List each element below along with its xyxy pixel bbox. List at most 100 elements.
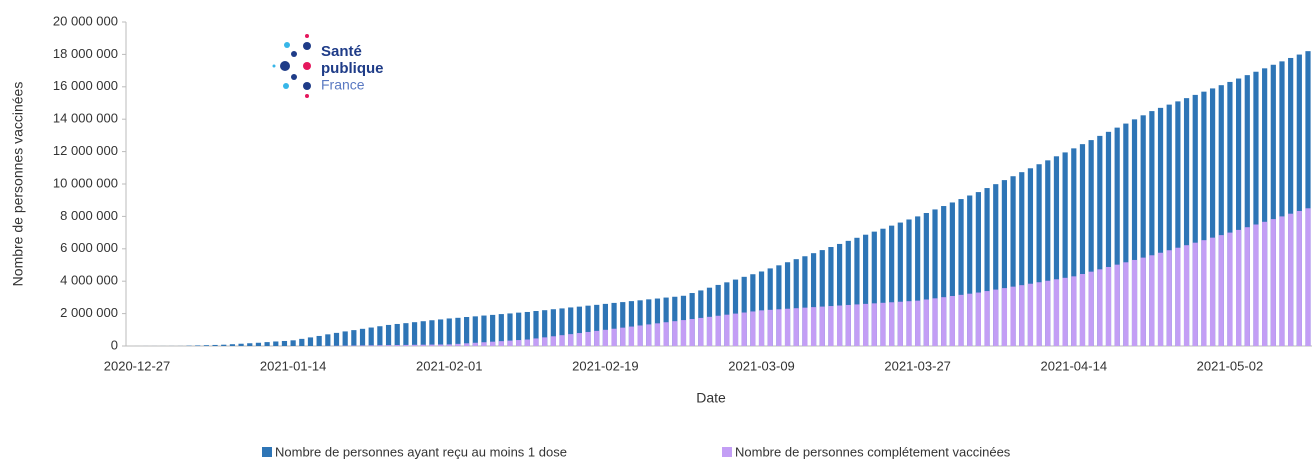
bar (628, 301, 635, 346)
bar (1036, 164, 1042, 346)
bar (411, 322, 418, 346)
bar (1114, 264, 1120, 346)
bar (620, 327, 626, 346)
bar (932, 209, 938, 346)
bar (1149, 111, 1155, 346)
bar (359, 345, 366, 346)
bar (377, 345, 383, 346)
y-tick-label: 2 000 000 (60, 305, 118, 320)
bar (1045, 280, 1051, 346)
bar (273, 341, 279, 346)
bar (689, 318, 695, 346)
legend-swatch (262, 447, 272, 457)
legend-label: Nombre de personnes complétement vacciné… (735, 444, 1011, 459)
bar (281, 340, 288, 346)
bar (585, 331, 591, 346)
bar (854, 304, 860, 346)
logo-text: France (321, 77, 365, 93)
bar (203, 345, 209, 346)
x-tick-label: 2021-02-01 (416, 358, 483, 373)
bar (663, 322, 669, 346)
bar (680, 320, 687, 346)
bar (750, 274, 756, 346)
bar (836, 243, 843, 346)
bar (325, 334, 331, 346)
bar (1105, 131, 1112, 346)
y-tick-label: 10 000 000 (53, 175, 118, 190)
bar (724, 314, 730, 346)
bar (1296, 211, 1302, 346)
bar (758, 271, 765, 346)
bar (403, 323, 409, 346)
bar (793, 308, 799, 346)
bar (1218, 85, 1224, 347)
bar (490, 314, 496, 346)
bar (984, 188, 990, 346)
bar (1010, 176, 1016, 346)
bar (1053, 156, 1060, 346)
y-tick-label: 20 000 000 (53, 13, 118, 28)
bar (1236, 78, 1242, 347)
bar (307, 337, 314, 346)
x-tick-label: 2021-03-27 (884, 358, 951, 373)
logo-dot (280, 61, 290, 71)
bar (264, 342, 270, 346)
bar (810, 253, 817, 346)
bar (672, 321, 678, 346)
x-tick-label: 2021-03-09 (728, 358, 795, 373)
bar (828, 306, 834, 346)
y-tick-label: 4 000 000 (60, 273, 118, 288)
bar (377, 326, 383, 346)
bar (1123, 123, 1129, 346)
bar (1140, 257, 1146, 346)
bar (559, 335, 565, 346)
bar (472, 342, 478, 346)
bar (776, 309, 782, 346)
bar (516, 340, 522, 346)
bar (802, 256, 808, 346)
bar (993, 289, 999, 346)
bar (993, 184, 999, 346)
bar (1183, 98, 1190, 346)
bar (698, 317, 704, 346)
bar (1270, 64, 1276, 346)
bar (810, 307, 817, 346)
logo-dot (303, 62, 311, 70)
y-axis-title: Nombre de personnes vaccinées (10, 82, 26, 287)
bar (1140, 115, 1146, 346)
bar (854, 237, 860, 346)
bar (602, 303, 609, 346)
bar (663, 297, 669, 346)
bar (238, 343, 244, 346)
bar (932, 298, 938, 346)
bar (1227, 81, 1233, 346)
bar (1114, 127, 1120, 347)
bar (802, 307, 808, 346)
bar (481, 342, 487, 346)
bar (793, 259, 799, 346)
bar (732, 313, 739, 346)
bar (871, 303, 877, 346)
bar (507, 340, 513, 346)
bar (1175, 101, 1181, 346)
bar (1227, 232, 1233, 346)
bar (333, 332, 340, 346)
bar (498, 341, 504, 346)
bar (1279, 216, 1285, 346)
x-tick-label: 2020-12-27 (104, 358, 171, 373)
bar (1218, 235, 1224, 346)
bar (1079, 274, 1086, 346)
x-tick-label: 2021-05-02 (1197, 358, 1264, 373)
bar (542, 337, 548, 346)
bar (1131, 119, 1138, 346)
bar (1183, 245, 1190, 346)
y-tick-label: 8 000 000 (60, 208, 118, 223)
bar (767, 268, 773, 346)
logo-dot (291, 51, 297, 57)
bar (1279, 61, 1285, 347)
bar (437, 344, 444, 346)
bar (1253, 224, 1259, 346)
bar (611, 328, 617, 346)
bar (411, 344, 418, 346)
bar (958, 199, 964, 346)
